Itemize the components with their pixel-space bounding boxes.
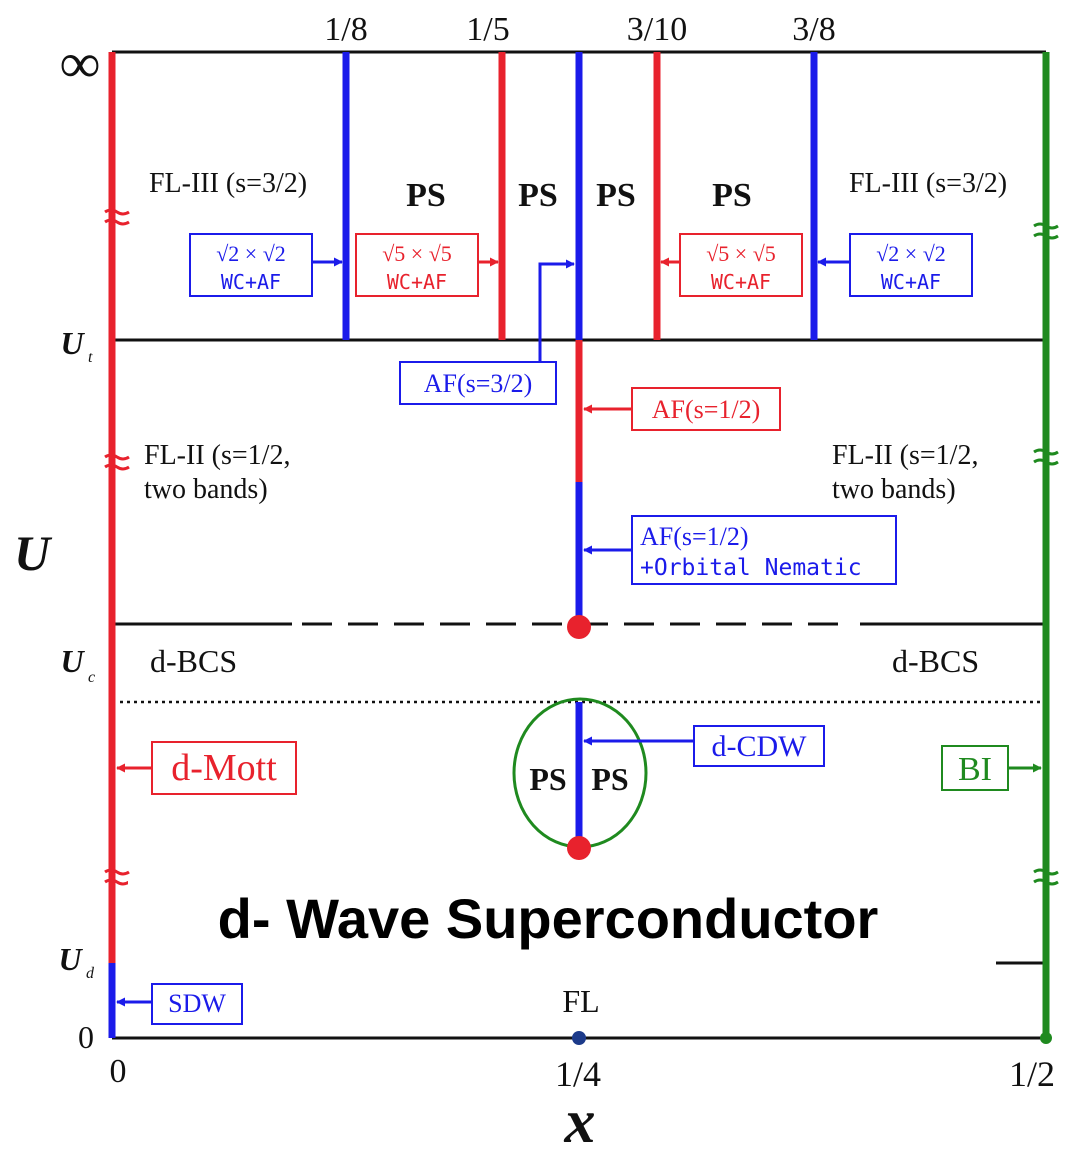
fl-point [572, 1031, 586, 1045]
right-boundary-end-dot [1040, 1032, 1052, 1044]
tick-top-3-8: 3/8 [792, 11, 835, 48]
x-axis-label: x [564, 1088, 596, 1149]
overlay-title-backing [128, 875, 996, 965]
tick-top-1-8: 1/8 [324, 11, 367, 48]
tick-ut-sub: t [88, 349, 93, 366]
svg-text:WC+AF: WC+AF [387, 270, 447, 294]
svg-text:√5 × √5: √5 × √5 [706, 241, 776, 266]
region-ps-ellipse-right: PS [591, 761, 628, 797]
arrow-af-s32 [538, 259, 575, 362]
tick-zero: 0 [78, 1019, 94, 1055]
critical-point-uc [567, 615, 591, 639]
tick-uc-sub: c [88, 669, 95, 686]
box-sqrt2-left: √2 × √2 WC+AF [189, 233, 313, 297]
region-ps-ellipse-left: PS [529, 761, 566, 797]
svg-text:AF(s=3/2): AF(s=3/2) [424, 369, 533, 398]
svg-text:WC+AF: WC+AF [881, 270, 941, 294]
svg-text:d-Mott: d-Mott [171, 747, 277, 789]
box-af-s32: AF(s=3/2) [399, 361, 557, 405]
svg-text:√5 × √5: √5 × √5 [382, 241, 452, 266]
box-af-s12: AF(s=1/2) [631, 387, 781, 431]
region-fl2-right-line1: FL-II (s=1/2, [832, 440, 978, 471]
region-fl2-right-line2: two bands) [832, 474, 956, 505]
tick-ud: U [58, 941, 83, 977]
region-ps-3: PS [596, 177, 636, 214]
region-fl2-left-line2: two bands) [144, 474, 268, 505]
critical-point-lower [567, 836, 591, 860]
region-dbcs-right: d-BCS [892, 643, 979, 679]
tick-ud-sub: d [86, 965, 95, 982]
region-fl2-left-line1: FL-II (s=1/2, [144, 440, 290, 471]
svg-text:√2 × √2: √2 × √2 [216, 241, 286, 266]
tick-ut: U [60, 325, 85, 361]
tick-bottom-1-2: 1/2 [1009, 1054, 1055, 1094]
tick-uc: U [60, 643, 85, 679]
box-dcdw: d-CDW [693, 725, 825, 767]
svg-text:SDW: SDW [168, 989, 226, 1018]
y-axis-label: U [14, 525, 53, 581]
tick-bottom-1-4: 1/4 [555, 1054, 601, 1094]
region-fl-label: FL [562, 983, 599, 1019]
svg-text:WC+AF: WC+AF [221, 270, 281, 294]
tick-infinity: ∞ [60, 33, 100, 95]
svg-text:WC+AF: WC+AF [711, 270, 771, 294]
axis-break-marks [104, 208, 1059, 886]
region-ps-2: PS [518, 177, 558, 214]
box-sqrt5-right: √5 × √5 WC+AF [679, 233, 803, 297]
svg-text:√2 × √2: √2 × √2 [876, 241, 946, 266]
box-sqrt2-right: √2 × √2 WC+AF [849, 233, 973, 297]
box-sqrt5-left: √5 × √5 WC+AF [355, 233, 479, 297]
box-dmott: d-Mott [151, 741, 297, 795]
region-fl3-left: FL-III (s=3/2) [149, 168, 307, 199]
region-ps-4: PS [712, 177, 752, 214]
tick-top-1-5: 1/5 [466, 11, 509, 48]
svg-text:AF(s=1/2): AF(s=1/2) [652, 395, 761, 424]
region-dbcs-left: d-BCS [150, 643, 237, 679]
box-sdw: SDW [151, 983, 243, 1025]
box-bi: BI [941, 745, 1009, 791]
overlay-title: d- Wave Superconductor [218, 887, 879, 950]
svg-text:+Orbital Nematic: +Orbital Nematic [640, 555, 862, 581]
region-fl3-right: FL-III (s=3/2) [849, 168, 1007, 199]
tick-bottom-0: 0 [110, 1053, 127, 1090]
svg-text:BI: BI [958, 751, 992, 788]
region-ps-1: PS [406, 177, 446, 214]
tick-top-3-10: 3/10 [627, 11, 687, 48]
svg-text:AF(s=1/2): AF(s=1/2) [640, 522, 749, 551]
svg-text:d-CDW: d-CDW [712, 730, 808, 763]
box-af-nematic: AF(s=1/2) +Orbital Nematic [631, 515, 897, 585]
